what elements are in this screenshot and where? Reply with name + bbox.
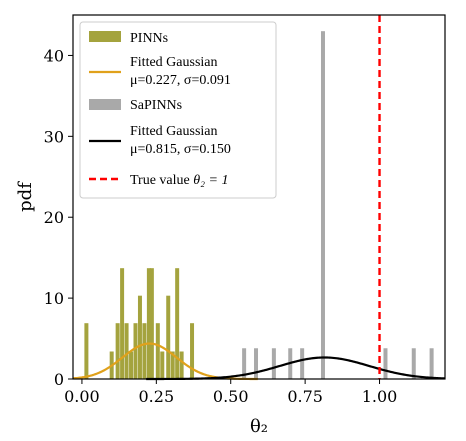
x-tick-label-4: 1.00 — [362, 387, 398, 406]
plot-frame — [72, 14, 446, 380]
histogram-bar-0-16 — [179, 351, 184, 379]
histogram-bar-2-8 — [429, 348, 434, 379]
histogram-bar-0-15 — [175, 268, 180, 379]
x-tick-label-1: 0.25 — [139, 387, 175, 406]
histogram-bar-0-0 — [84, 323, 89, 379]
x-tick-label-3: 0.75 — [287, 387, 323, 406]
histogram-bar-0-11 — [155, 323, 160, 379]
histogram-bar-2-1 — [254, 348, 259, 379]
legend-swatch-pinns — [89, 31, 121, 42]
legend-true-math: θ₂ = 1 — [193, 173, 228, 188]
histogram-bar-0-4 — [124, 323, 129, 379]
histogram-bar-2-0 — [242, 348, 247, 379]
x-axis-label: θ₂ — [250, 416, 268, 437]
histogram-bar-0-8 — [142, 323, 147, 379]
histogram-bar-2-7 — [411, 348, 416, 379]
legend-label-true-value: True value θ₂ = 1 — [130, 173, 228, 188]
histogram-bar-0-5 — [129, 351, 134, 379]
gaussian-curve-1 — [72, 342, 258, 381]
histogram-bar-0-7 — [137, 295, 142, 379]
histogram-bar-0-10 — [149, 268, 154, 379]
histogram-bar-2-2 — [271, 348, 276, 379]
legend-label-pinns: PINNs — [130, 31, 168, 46]
y-tick-label-3: 30 — [44, 127, 64, 146]
histogram-bar-0-13 — [166, 295, 171, 379]
histogram-bar-0-3 — [120, 268, 125, 379]
histogram-bar-0-14 — [170, 351, 175, 379]
histogram-bar-2-6 — [383, 348, 388, 379]
histogram-bar-0-9 — [146, 268, 151, 379]
x-tick-label-2: 0.50 — [213, 387, 249, 406]
x-tick-label-0: 0.00 — [64, 387, 100, 406]
fitted-curves — [72, 342, 446, 381]
y-tick-label-4: 40 — [44, 46, 64, 65]
legend: PINNs Fitted Gaussian μ=0.227, σ=0.091 S… — [79, 21, 277, 199]
y-tick-label-1: 10 — [44, 289, 64, 308]
histogram-bar-0-17 — [190, 323, 195, 379]
legend-swatch-sapinns — [89, 99, 121, 110]
legend-box — [79, 21, 277, 199]
histogram-bar-2-5 — [320, 31, 325, 380]
legend-label-fit1-line1: Fitted Gaussian — [130, 55, 218, 70]
histogram-bar-2-4 — [300, 348, 305, 379]
legend-label-fit2-line2: μ=0.815, σ=0.150 — [130, 142, 231, 157]
legend-label-sapinns: SaPINNs — [130, 98, 182, 113]
legend-label-fit2-line1: Fitted Gaussian — [130, 124, 218, 139]
histogram-bar-0-12 — [160, 351, 165, 379]
legend-label-fit1-line2: μ=0.227, σ=0.091 — [130, 73, 231, 88]
y-tick-label-2: 20 — [44, 208, 64, 227]
legend-true-prefix: True value — [130, 173, 193, 188]
y-axis-label: pdf — [15, 181, 36, 212]
y-tick-label-0: 0 — [54, 370, 64, 389]
histogram-bar-0-6 — [133, 323, 138, 379]
histogram-bar-0-2 — [115, 323, 120, 379]
histogram-bars — [84, 31, 434, 380]
axis-ticks: 0.00 0.25 0.50 0.75 1.00 0 10 20 30 40 — [44, 46, 398, 406]
